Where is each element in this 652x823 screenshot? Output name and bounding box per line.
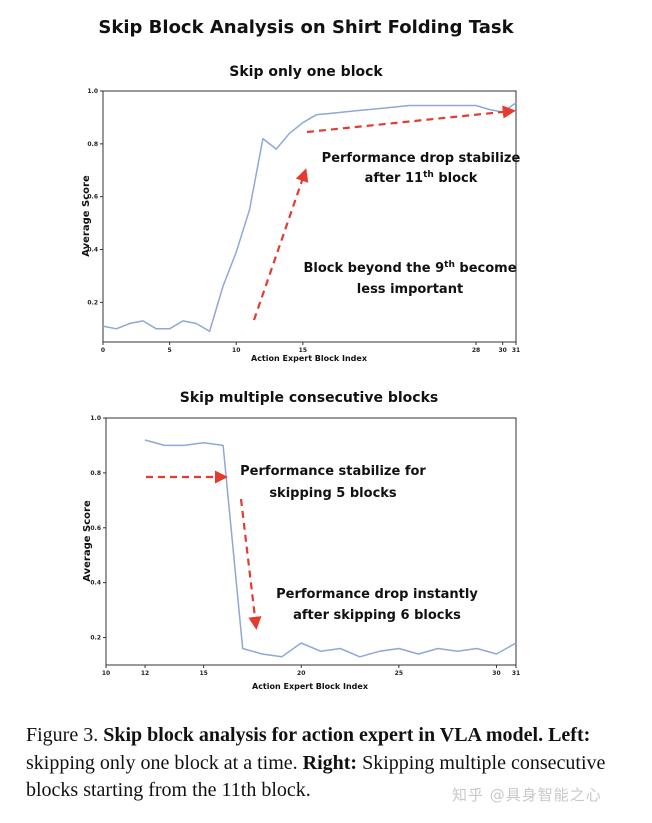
chart1-ytick-label: 1.0 [87, 88, 98, 95]
chart2-xlabel: Action Expert Block Index [252, 682, 369, 691]
chart2-title: Skip multiple consecutive blocks [180, 390, 438, 406]
figure-caption: Figure 3. Skip block analysis for action… [26, 722, 646, 805]
chart1-ylabel: Average Score [81, 175, 92, 257]
chart1-xtick-label: 5 [168, 347, 172, 354]
chart1-xtick-label: 30 [498, 347, 506, 354]
caption-right-label: Right: [302, 751, 358, 774]
chart1-xtick-label: 15 [299, 347, 307, 354]
chart1-annotation-2: Block beyond the 9th become [303, 260, 516, 276]
chart2-plot-frame [105, 417, 517, 666]
caption-prefix: Figure 3. [26, 724, 104, 746]
chart2-xtick-label: 31 [512, 670, 520, 677]
chart1-ytick-label: 0.2 [87, 299, 98, 306]
chart1-xtick-label: 10 [232, 347, 240, 354]
chart1-xtick-label: 28 [472, 347, 480, 354]
chart1-ytick-label: 0.6 [87, 194, 98, 201]
figure-title: Skip Block Analysis on Shirt Folding Tas… [98, 17, 514, 38]
chart2-xtick-label: 12 [141, 670, 149, 677]
chart2-ytick-label: 0.8 [90, 470, 101, 477]
chart2-annotation-1: Performance stabilize for [240, 464, 426, 479]
chart1-ytick-label: 0.4 [87, 247, 98, 254]
chart1-title: Skip only one block [229, 64, 383, 80]
chart-skip-one-block: Skip only one block 0.2 0.4 0.6 0.8 1.0 0 5 10 1… [81, 64, 521, 363]
chart2-xtick-label: 10 [102, 670, 110, 677]
chart1-annotation-1-line2: after 11th block [365, 170, 478, 186]
chart2-xtick-label: 20 [297, 670, 305, 677]
caption-right-text: Skipping multiple consecutive blocks sta… [26, 751, 606, 802]
chart2-ylabel: Average Score [82, 500, 93, 582]
chart1-arrow-right [306, 105, 516, 134]
chart2-xtick-label: 15 [199, 670, 207, 677]
chart2-series-line [144, 439, 517, 658]
chart2-xtick-label: 30 [492, 670, 500, 677]
caption-title: Skip block analysis for action expert in… [103, 724, 544, 746]
chart-skip-multiple-blocks: Skip multiple consecutive blocks 0.2 0.4 0… [82, 390, 520, 691]
chart2-arrow-down [239, 498, 262, 630]
caption-left-text: skipping only one block at a time. [26, 751, 303, 774]
chart2-annotation-2: Performance drop instantly [276, 587, 478, 602]
chart1-ytick-label: 0.8 [87, 141, 98, 148]
chart1-xlabel: Action Expert Block Index [251, 354, 368, 363]
watermark: 知乎 @具身智能之心 [452, 786, 602, 804]
chart2-ytick-label: 0.6 [90, 525, 101, 532]
chart1-xtick-label: 0 [101, 347, 105, 354]
chart2-annotation-1-line2: skipping 5 blocks [269, 486, 397, 501]
chart2-ytick-label: 0.4 [90, 580, 101, 587]
chart2-ytick-label: 0.2 [90, 635, 101, 642]
chart1-xtick-label: 31 [512, 347, 520, 354]
chart2-xtick-label: 25 [395, 670, 403, 677]
chart1-annotation-1: Performance drop stabilize [322, 151, 521, 166]
chart2-ytick-label: 1.0 [90, 415, 101, 422]
chart1-annotation-2-line2: less important [357, 282, 463, 297]
chart2-annotation-2-line2: after skipping 6 blocks [293, 608, 461, 623]
chart1-plot-frame [102, 90, 517, 343]
chart1-series-line [102, 102, 517, 333]
chart1-arrow-up [252, 168, 309, 321]
caption-left-label: Left: [548, 724, 591, 746]
